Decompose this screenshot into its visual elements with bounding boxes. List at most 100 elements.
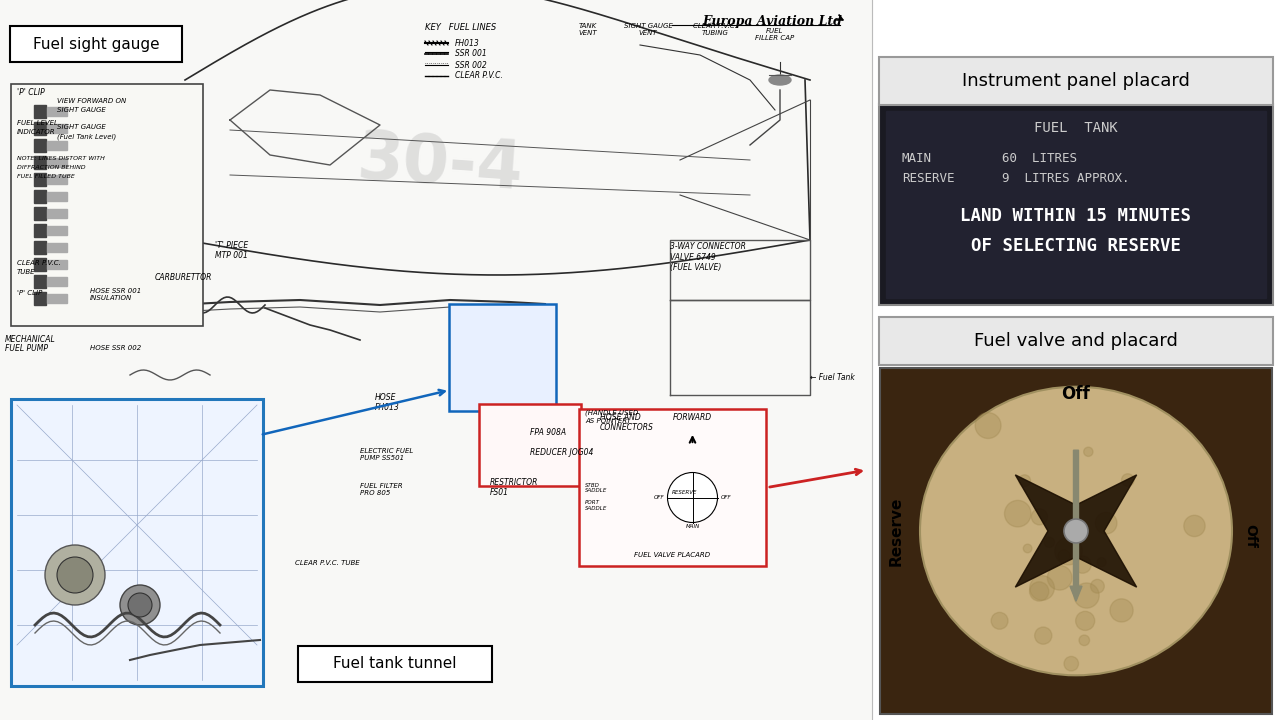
Text: OFF: OFF xyxy=(721,495,731,500)
Polygon shape xyxy=(1015,475,1137,587)
FancyBboxPatch shape xyxy=(10,26,182,62)
Text: Off: Off xyxy=(1243,524,1257,548)
Bar xyxy=(0,0,872,720)
Bar xyxy=(47,192,67,201)
Text: Fuel sight gauge: Fuel sight gauge xyxy=(33,37,159,52)
Text: FUEL  TANK: FUEL TANK xyxy=(1034,121,1117,135)
FancyBboxPatch shape xyxy=(879,317,1274,365)
Circle shape xyxy=(1074,583,1100,608)
Bar xyxy=(35,190,46,203)
Circle shape xyxy=(1032,509,1047,525)
Bar xyxy=(35,292,46,305)
Circle shape xyxy=(1055,537,1083,565)
Text: FUEL FILTER
PRO 805: FUEL FILTER PRO 805 xyxy=(360,483,403,496)
Circle shape xyxy=(991,612,1009,629)
Circle shape xyxy=(1084,447,1093,456)
Bar xyxy=(47,294,67,303)
Text: MAIN: MAIN xyxy=(902,152,932,165)
Circle shape xyxy=(128,593,152,617)
Circle shape xyxy=(1047,565,1071,590)
Text: ← Fuel Tank: ← Fuel Tank xyxy=(810,373,855,382)
Text: Europa Aviation Ltd: Europa Aviation Ltd xyxy=(703,15,842,28)
Bar xyxy=(35,105,46,118)
Bar xyxy=(47,226,67,235)
Bar xyxy=(35,139,46,152)
Text: CLEAR P.V.C.
TUBING: CLEAR P.V.C. TUBING xyxy=(692,23,737,36)
Circle shape xyxy=(667,472,718,523)
Ellipse shape xyxy=(920,387,1231,675)
FancyBboxPatch shape xyxy=(298,646,492,682)
Text: 3-WAY CONNECTOR
VALVE 6749
(FUEL VALVE): 3-WAY CONNECTOR VALVE 6749 (FUEL VALVE) xyxy=(669,242,746,272)
Text: SSR 001: SSR 001 xyxy=(454,50,486,58)
Text: Instrument panel placard: Instrument panel placard xyxy=(963,72,1190,90)
Circle shape xyxy=(1034,627,1052,644)
Circle shape xyxy=(1121,474,1134,486)
Text: Off: Off xyxy=(1061,384,1091,402)
Circle shape xyxy=(1075,611,1094,631)
Circle shape xyxy=(1029,576,1055,600)
Circle shape xyxy=(1044,537,1055,547)
Text: OFF: OFF xyxy=(654,495,664,500)
Bar xyxy=(47,277,67,286)
Text: 9  LITRES APPROX.: 9 LITRES APPROX. xyxy=(1002,172,1129,185)
Text: HOSE
FH013: HOSE FH013 xyxy=(375,392,399,412)
Text: LAND WITHIN 15 MINUTES: LAND WITHIN 15 MINUTES xyxy=(960,207,1192,225)
Text: SSR 002: SSR 002 xyxy=(454,60,486,70)
Text: ELECTRIC FUEL
PUMP SS501: ELECTRIC FUEL PUMP SS501 xyxy=(360,448,413,461)
Text: KEY   FUEL LINES: KEY FUEL LINES xyxy=(425,23,497,32)
Text: 'T' PIECE
MTP 001: 'T' PIECE MTP 001 xyxy=(215,240,248,260)
Text: HOSE AND
CONNECTORS: HOSE AND CONNECTORS xyxy=(600,413,654,432)
Text: SIGHT GAUGE: SIGHT GAUGE xyxy=(58,107,106,113)
Circle shape xyxy=(1029,582,1048,601)
Text: INDICATOR: INDICATOR xyxy=(17,129,55,135)
Text: HOSE SSR 002: HOSE SSR 002 xyxy=(90,345,141,351)
Bar xyxy=(47,209,67,218)
Text: TUBE: TUBE xyxy=(17,269,36,275)
Bar xyxy=(35,258,46,271)
Circle shape xyxy=(120,585,160,625)
Text: OF SELECTING RESERVE: OF SELECTING RESERVE xyxy=(972,237,1181,255)
Text: SIGHT GAUGE: SIGHT GAUGE xyxy=(58,124,106,130)
Text: NOTE: LINES DISTORT WITH: NOTE: LINES DISTORT WITH xyxy=(17,156,105,161)
Bar xyxy=(47,260,67,269)
Text: SIGHT GAUGE
VENT: SIGHT GAUGE VENT xyxy=(623,23,672,36)
Text: MECHANICAL: MECHANICAL xyxy=(5,335,56,344)
Text: RESTRICTOR
FS01: RESTRICTOR FS01 xyxy=(490,477,539,497)
Text: (HANDLE USED
AS POINTER): (HANDLE USED AS POINTER) xyxy=(585,410,639,423)
Text: FUEL LEVEL: FUEL LEVEL xyxy=(17,120,58,126)
Circle shape xyxy=(1005,500,1032,527)
Text: RESERVE: RESERVE xyxy=(672,490,698,495)
Text: CARBURETTOR: CARBURETTOR xyxy=(155,273,212,282)
Text: CLEAR P.V.C.: CLEAR P.V.C. xyxy=(454,71,503,81)
Text: 60  LITRES: 60 LITRES xyxy=(1002,152,1076,165)
Text: CLEAR P.V.C.: CLEAR P.V.C. xyxy=(17,260,61,266)
Circle shape xyxy=(1110,599,1133,622)
Bar xyxy=(35,275,46,288)
FancyBboxPatch shape xyxy=(881,368,1272,714)
Bar xyxy=(47,175,67,184)
FancyBboxPatch shape xyxy=(879,57,1274,105)
Text: 'P' CLIP: 'P' CLIP xyxy=(17,88,45,97)
Circle shape xyxy=(1096,513,1117,534)
FancyBboxPatch shape xyxy=(449,304,556,411)
Circle shape xyxy=(1097,557,1106,567)
Bar xyxy=(35,207,46,220)
Circle shape xyxy=(1023,544,1032,553)
Text: TANK
VENT: TANK VENT xyxy=(579,23,598,36)
Text: FUEL PUMP: FUEL PUMP xyxy=(5,344,49,353)
Text: REDUCER JOG04: REDUCER JOG04 xyxy=(530,448,594,457)
Bar xyxy=(47,124,67,133)
Circle shape xyxy=(1091,580,1105,593)
Bar xyxy=(47,141,67,150)
Circle shape xyxy=(1064,657,1079,671)
Bar xyxy=(35,241,46,254)
Text: (Fuel Tank Level): (Fuel Tank Level) xyxy=(58,133,116,140)
Text: FPA 908A: FPA 908A xyxy=(530,428,566,437)
Circle shape xyxy=(1059,549,1070,562)
Text: FORWARD: FORWARD xyxy=(673,413,712,422)
Text: HOSE SSR 001
INSULATION: HOSE SSR 001 INSULATION xyxy=(90,288,141,301)
Text: STBD
SADDLE: STBD SADDLE xyxy=(585,482,608,493)
FancyBboxPatch shape xyxy=(12,84,204,326)
FancyArrow shape xyxy=(1070,450,1082,601)
Bar xyxy=(35,122,46,135)
